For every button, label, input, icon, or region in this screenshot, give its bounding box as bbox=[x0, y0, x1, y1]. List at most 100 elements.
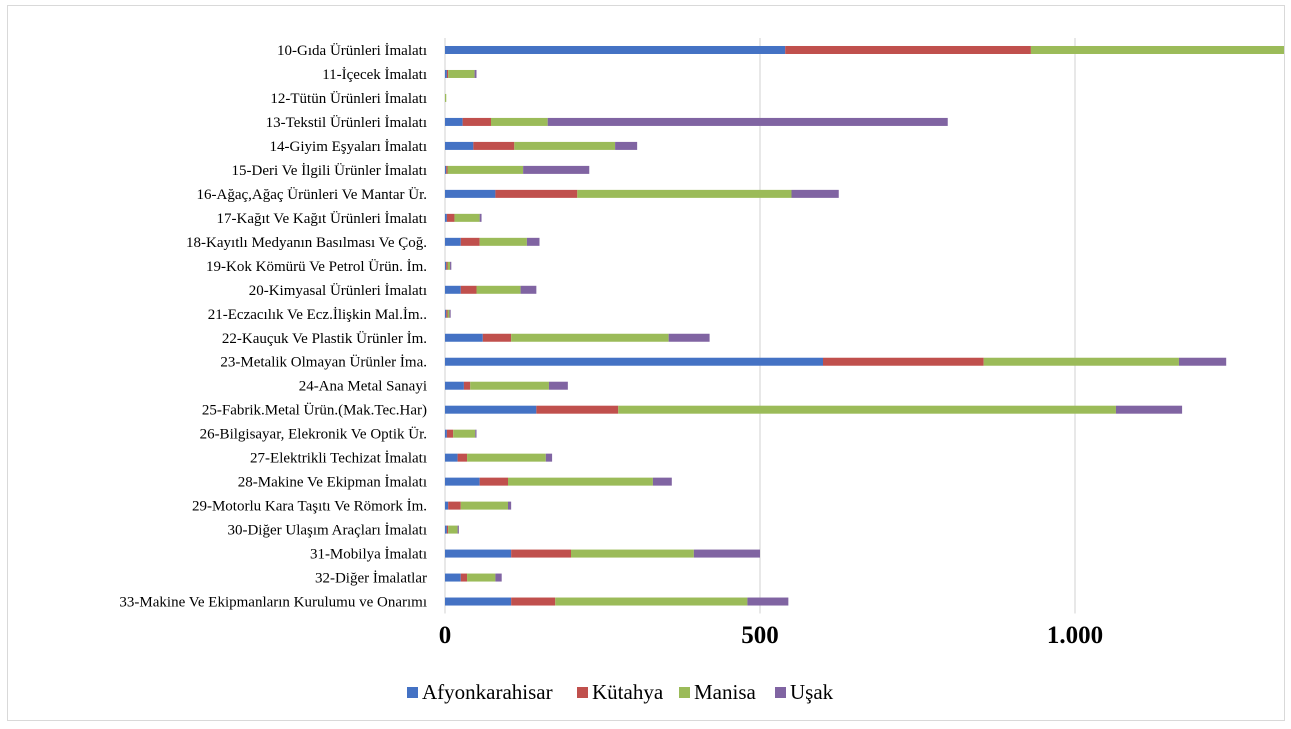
bar-segment bbox=[1115, 405, 1183, 414]
category-label: 33-Makine Ve Ekipmanların Kurulumu ve On… bbox=[119, 595, 427, 611]
stacked-bar-chart: 10-Gıda Ürünleri İmalatı 11-İçecek İmalat… bbox=[119, 38, 1284, 704]
bar-segment bbox=[446, 69, 449, 78]
bar-segment bbox=[445, 261, 447, 270]
bar-segment bbox=[445, 381, 464, 390]
bar-segment bbox=[1030, 45, 1284, 54]
category-label: 15-Deri Ve İlgili Ürünler İmalatı bbox=[232, 162, 428, 179]
bar-segment bbox=[479, 213, 482, 222]
bar-segment bbox=[445, 501, 449, 510]
bar-segment bbox=[526, 237, 540, 246]
bar-segment bbox=[545, 453, 553, 462]
category-label: 26-Bilgisayar, Elekronik Ve Optik Ür. bbox=[200, 426, 427, 443]
bar-segment bbox=[470, 381, 549, 390]
legend-label: Manisa bbox=[694, 680, 757, 704]
bar-segment bbox=[460, 501, 508, 510]
bar-segment bbox=[447, 165, 524, 174]
bar-segment bbox=[445, 525, 447, 534]
bar-segment bbox=[668, 333, 710, 342]
bar-segment bbox=[618, 405, 1116, 414]
bar-segment bbox=[615, 141, 638, 150]
bar-segment bbox=[511, 597, 556, 606]
bar-segment bbox=[467, 453, 546, 462]
bar-segment bbox=[479, 237, 527, 246]
bar-segment bbox=[490, 117, 548, 126]
bar-segment bbox=[445, 573, 461, 582]
bar-segment bbox=[747, 597, 789, 606]
bar-segment bbox=[454, 213, 480, 222]
bar-segment bbox=[446, 525, 449, 534]
x-tick-label: 0 bbox=[439, 622, 452, 649]
category-label: 14-Giyim Eşyaları İmalatı bbox=[270, 139, 427, 155]
category-label: 24-Ana Metal Sanayi bbox=[299, 379, 427, 395]
bar-segment bbox=[460, 573, 468, 582]
x-tick-label: 1.000 bbox=[1047, 622, 1103, 649]
bar-segment bbox=[448, 501, 461, 510]
bar-segment bbox=[571, 549, 694, 558]
bar-segment bbox=[482, 333, 512, 342]
bar-segment bbox=[445, 237, 461, 246]
bar-segment bbox=[785, 45, 1031, 54]
bar-segment bbox=[511, 333, 669, 342]
bar-segment bbox=[523, 165, 590, 174]
category-label: 11-İçecek İmalatı bbox=[322, 67, 427, 83]
legend-swatch bbox=[407, 687, 418, 698]
bar-segment bbox=[445, 453, 458, 462]
bar-segment bbox=[446, 213, 455, 222]
bar-segment bbox=[1178, 357, 1227, 366]
bar-segment bbox=[445, 405, 537, 414]
bar-segment bbox=[520, 285, 537, 294]
bar-segment bbox=[555, 597, 748, 606]
bar-segment bbox=[463, 381, 471, 390]
category-label: 23-Metalik Olmayan Ürünler İma. bbox=[220, 354, 427, 371]
category-label: 32-Diğer İmalatlar bbox=[315, 571, 427, 587]
category-label: 28-Makine Ve Ekipman İmalatı bbox=[238, 475, 427, 491]
bar-segment bbox=[577, 189, 792, 198]
bar-segment bbox=[445, 165, 447, 174]
bar-segment bbox=[445, 141, 474, 150]
category-label: 27-Elektrikli Techizat İmalatı bbox=[250, 451, 427, 467]
bar-segment bbox=[446, 429, 454, 438]
bar-segment bbox=[495, 189, 578, 198]
bar-segment bbox=[445, 189, 496, 198]
bar-segment bbox=[476, 285, 521, 294]
bar-segment bbox=[457, 525, 459, 534]
bar-segment bbox=[446, 309, 448, 318]
legend-label: Afyonkarahisar bbox=[422, 680, 553, 704]
bar-segment bbox=[445, 285, 461, 294]
bars bbox=[445, 45, 1284, 606]
bar-segment bbox=[514, 141, 616, 150]
category-label: 30-Diğer Ulaşım Araçları İmalatı bbox=[227, 523, 427, 539]
bar-segment bbox=[460, 285, 477, 294]
category-label: 25-Fabrik.Metal Ürün.(Mak.Tec.Har) bbox=[202, 402, 427, 419]
legend-label: Kütahya bbox=[592, 680, 664, 704]
category-label: 21-Eczacılık Ve Ecz.İlişkin Mal.İm.. bbox=[208, 307, 427, 323]
legend: Afyonkarahisar Kütahya Manisa Uşak bbox=[407, 680, 834, 704]
gridlines bbox=[444, 38, 1076, 614]
bar-segment bbox=[652, 477, 672, 486]
x-tick-label: 500 bbox=[741, 622, 779, 649]
bar-segment bbox=[479, 477, 508, 486]
bar-segment bbox=[445, 477, 480, 486]
bar-segment bbox=[511, 549, 571, 558]
category-label: 13-Tekstil Ürünleri İmalatı bbox=[266, 114, 427, 131]
category-label: 22-Kauçuk Ve Plastik Ürünler İm. bbox=[222, 330, 427, 347]
bar-segment bbox=[445, 69, 447, 78]
bar-segment bbox=[449, 309, 451, 318]
category-label: 17-Kağıt Ve Kağıt Ürünleri İmalatı bbox=[217, 210, 428, 227]
bar-segment bbox=[462, 117, 491, 126]
bar-segment bbox=[475, 429, 477, 438]
bar-segment bbox=[447, 261, 451, 270]
bar-segment bbox=[823, 357, 984, 366]
bar-segment bbox=[445, 549, 512, 558]
bar-segment bbox=[445, 213, 447, 222]
bar-segment bbox=[448, 69, 475, 78]
bar-segment bbox=[474, 69, 477, 78]
bar-segment bbox=[445, 45, 786, 54]
bar-segment bbox=[467, 573, 496, 582]
bar-segment bbox=[460, 237, 480, 246]
bar-segment bbox=[445, 333, 483, 342]
category-labels: 10-Gıda Ürünleri İmalatı 11-İçecek İmalat… bbox=[119, 42, 427, 611]
bar-segment bbox=[453, 429, 476, 438]
legend-label: Uşak bbox=[790, 680, 834, 704]
